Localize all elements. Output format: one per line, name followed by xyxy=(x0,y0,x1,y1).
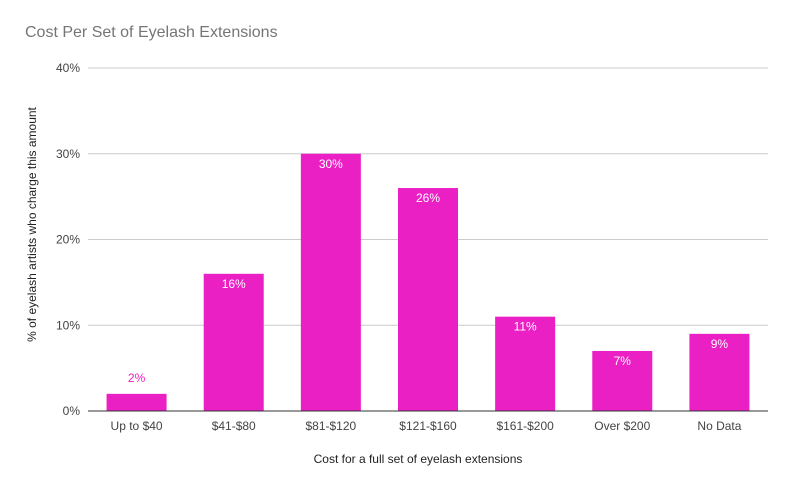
chart-title: Cost Per Set of Eyelash Extensions xyxy=(25,24,278,41)
bar xyxy=(689,333,750,411)
bar xyxy=(106,393,167,411)
y-tick-label: 30% xyxy=(56,147,80,161)
data-label: 30% xyxy=(319,157,343,171)
bar xyxy=(398,188,458,411)
x-tick-label: No Data xyxy=(697,419,741,433)
data-label: 11% xyxy=(514,320,537,334)
y-tick-label: 10% xyxy=(56,318,80,332)
bars xyxy=(106,153,750,411)
y-tick-label: 20% xyxy=(56,233,80,247)
bar xyxy=(495,316,556,411)
data-labels: 2% 16% 30% 26% 11% 7% 9% xyxy=(128,157,729,385)
y-tick-label: 40% xyxy=(56,61,80,75)
x-tick-label: Over $200 xyxy=(594,419,650,433)
bar xyxy=(592,350,653,411)
bar xyxy=(300,153,361,411)
data-label: 26% xyxy=(416,191,440,205)
x-tick-label: Up to $40 xyxy=(111,419,163,433)
x-tick-label: $121-$160 xyxy=(399,419,457,433)
x-axis-title: Cost for a full set of eyelash extension… xyxy=(314,452,523,466)
y-axis-title: % of eyelash artists who charge this amo… xyxy=(25,106,39,341)
x-tick-label: $41-$80 xyxy=(212,419,256,433)
data-label: 16% xyxy=(222,277,246,291)
data-label: 7% xyxy=(614,354,632,368)
data-label: 2% xyxy=(128,371,146,385)
x-tick-label: $81-$120 xyxy=(305,419,356,433)
y-tick-label: 0% xyxy=(63,404,81,418)
x-tick-label: $161-$200 xyxy=(496,419,554,433)
axes: 0% 10% 20% 30% 40% Up to $40 $41-$80 $81-$120 $1… xyxy=(56,61,768,433)
bar xyxy=(203,273,264,411)
data-label: 9% xyxy=(711,337,729,351)
